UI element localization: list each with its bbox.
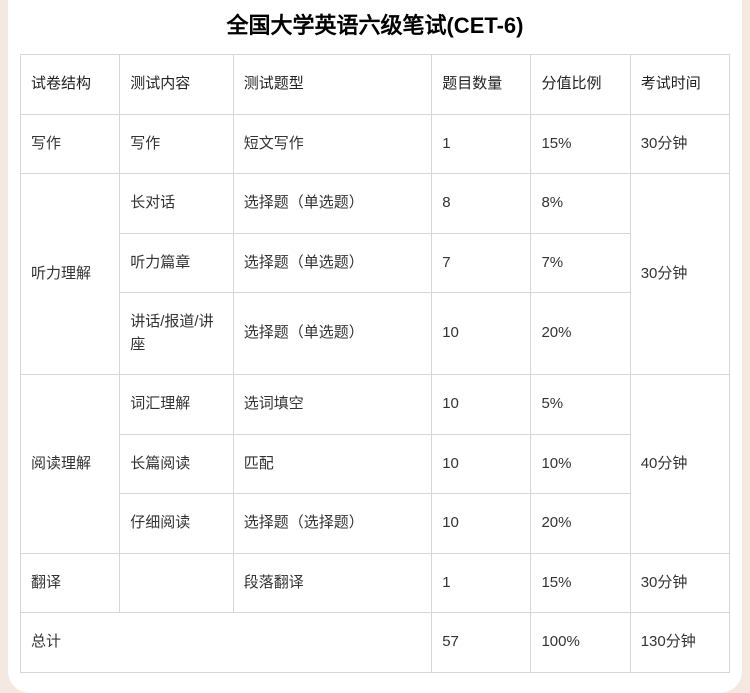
cell-type: 选择题（单选题） — [233, 233, 432, 293]
cell-total-score: 100% — [531, 613, 630, 673]
cell-type: 匹配 — [233, 434, 432, 494]
cell-structure: 听力理解 — [21, 174, 120, 375]
cell-time: 40分钟 — [630, 375, 729, 554]
cell-score: 20% — [531, 494, 630, 554]
table-row: 听力理解 长对话 选择题（单选题） 8 8% 30分钟 — [21, 174, 730, 234]
cell-count: 8 — [432, 174, 531, 234]
th-count: 题目数量 — [432, 55, 531, 115]
cell-score: 5% — [531, 375, 630, 435]
cell-content: 写作 — [120, 114, 233, 174]
cell-structure: 翻译 — [21, 553, 120, 613]
table-row: 仔细阅读 选择题（选择题） 10 20% — [21, 494, 730, 554]
cell-content: 讲话/报道/讲座 — [120, 293, 233, 375]
cell-count: 7 — [432, 233, 531, 293]
cell-count: 10 — [432, 375, 531, 435]
cell-score: 15% — [531, 114, 630, 174]
th-content: 测试内容 — [120, 55, 233, 115]
exam-card: 全国大学英语六级笔试(CET-6) 试卷结构 测试内容 测试题型 题目数量 分值… — [8, 0, 742, 693]
cell-count: 1 — [432, 553, 531, 613]
cell-time: 30分钟 — [630, 553, 729, 613]
cell-content: 仔细阅读 — [120, 494, 233, 554]
cell-total-count: 57 — [432, 613, 531, 673]
cell-score: 10% — [531, 434, 630, 494]
cell-structure: 阅读理解 — [21, 375, 120, 554]
th-type: 测试题型 — [233, 55, 432, 115]
cell-count: 1 — [432, 114, 531, 174]
cell-content — [120, 553, 233, 613]
th-structure: 试卷结构 — [21, 55, 120, 115]
cell-type: 选择题（选择题） — [233, 494, 432, 554]
th-score: 分值比例 — [531, 55, 630, 115]
table-row: 阅读理解 词汇理解 选词填空 10 5% 40分钟 — [21, 375, 730, 435]
cell-score: 15% — [531, 553, 630, 613]
table-row: 讲话/报道/讲座 选择题（单选题） 10 20% — [21, 293, 730, 375]
cet-table: 试卷结构 测试内容 测试题型 题目数量 分值比例 考试时间 写作 写作 短文写作… — [20, 54, 730, 673]
table-row: 听力篇章 选择题（单选题） 7 7% — [21, 233, 730, 293]
cell-total-time: 130分钟 — [630, 613, 729, 673]
table-row: 长篇阅读 匹配 10 10% — [21, 434, 730, 494]
cell-score: 20% — [531, 293, 630, 375]
table-header-row: 试卷结构 测试内容 测试题型 题目数量 分值比例 考试时间 — [21, 55, 730, 115]
cell-time: 30分钟 — [630, 174, 729, 375]
cell-score: 8% — [531, 174, 630, 234]
cell-type: 选择题（单选题） — [233, 174, 432, 234]
cell-content: 长对话 — [120, 174, 233, 234]
cell-structure: 写作 — [21, 114, 120, 174]
cell-type: 选择题（单选题） — [233, 293, 432, 375]
cell-content: 长篇阅读 — [120, 434, 233, 494]
cell-type: 段落翻译 — [233, 553, 432, 613]
cell-type: 短文写作 — [233, 114, 432, 174]
table-row-total: 总计 57 100% 130分钟 — [21, 613, 730, 673]
cell-score: 7% — [531, 233, 630, 293]
cell-time: 30分钟 — [630, 114, 729, 174]
cell-count: 10 — [432, 434, 531, 494]
table-row: 写作 写作 短文写作 1 15% 30分钟 — [21, 114, 730, 174]
cell-content: 词汇理解 — [120, 375, 233, 435]
table-row: 翻译 段落翻译 1 15% 30分钟 — [21, 553, 730, 613]
cell-count: 10 — [432, 293, 531, 375]
cell-type: 选词填空 — [233, 375, 432, 435]
cell-total-name: 总计 — [21, 613, 432, 673]
page-title: 全国大学英语六级笔试(CET-6) — [20, 8, 730, 40]
cell-count: 10 — [432, 494, 531, 554]
cell-content: 听力篇章 — [120, 233, 233, 293]
th-time: 考试时间 — [630, 55, 729, 115]
